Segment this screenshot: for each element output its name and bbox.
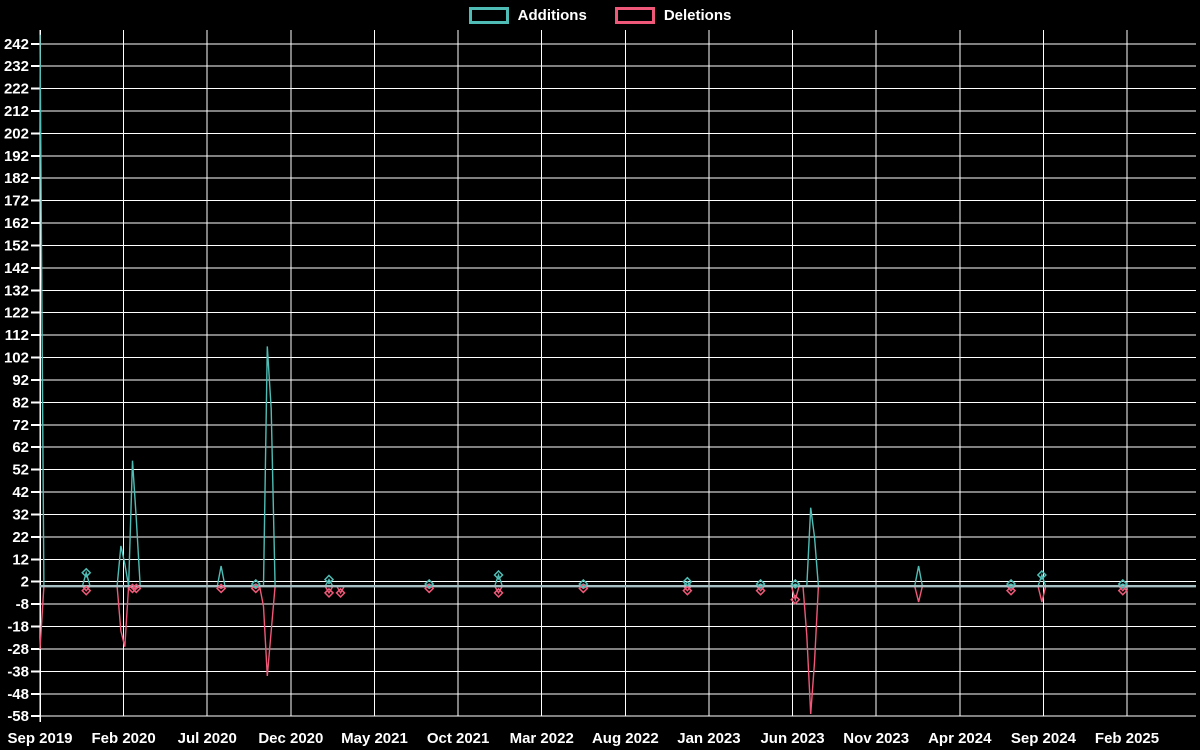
svg-text:102: 102 [4,350,29,367]
svg-text:Mar 2022: Mar 2022 [510,730,574,747]
legend-label-deletions: Deletions [663,7,732,24]
svg-text:Jul 2020: Jul 2020 [178,730,237,747]
svg-text:Nov 2023: Nov 2023 [843,730,909,747]
svg-text:242: 242 [4,36,29,53]
svg-text:Aug 2022: Aug 2022 [592,730,659,747]
svg-text:May 2021: May 2021 [341,730,408,747]
svg-text:Dec 2020: Dec 2020 [258,730,323,747]
svg-text:202: 202 [4,125,29,142]
svg-text:12: 12 [12,551,29,568]
svg-text:152: 152 [4,237,29,254]
svg-text:Oct 2021: Oct 2021 [427,730,490,747]
legend-item-additions[interactable]: Additions [468,7,587,24]
svg-text:-48: -48 [7,686,29,703]
svg-text:212: 212 [4,103,29,120]
svg-text:182: 182 [4,170,29,187]
svg-text:-38: -38 [7,663,29,680]
legend-label-additions: Additions [517,7,587,24]
svg-text:-28: -28 [7,641,29,658]
svg-text:42: 42 [12,484,29,501]
svg-text:2: 2 [21,574,29,591]
svg-text:22: 22 [12,529,29,546]
svg-text:192: 192 [4,148,29,165]
svg-text:Apr 2024: Apr 2024 [928,730,992,747]
svg-text:-18: -18 [7,619,29,636]
svg-text:Feb 2025: Feb 2025 [1095,730,1159,747]
svg-text:Sep 2019: Sep 2019 [7,730,72,747]
svg-text:82: 82 [12,394,29,411]
svg-text:222: 222 [4,81,29,98]
svg-text:112: 112 [5,327,29,344]
svg-text:-58: -58 [7,708,29,725]
svg-text:172: 172 [4,193,29,210]
svg-text:52: 52 [12,462,29,479]
legend-swatch-additions [468,7,509,24]
svg-text:162: 162 [4,215,29,232]
svg-text:92: 92 [12,372,29,389]
svg-text:Jun 2023: Jun 2023 [760,730,824,747]
legend-swatch-deletions [614,7,655,24]
svg-text:232: 232 [4,58,29,75]
svg-text:Feb 2020: Feb 2020 [92,730,156,747]
svg-text:72: 72 [12,417,29,434]
svg-text:Jan 2023: Jan 2023 [677,730,740,747]
svg-text:62: 62 [12,439,29,456]
svg-text:122: 122 [4,305,29,322]
svg-text:Sep 2024: Sep 2024 [1011,730,1077,747]
chart-legend: Additions Deletions [0,7,1200,24]
svg-text:32: 32 [12,506,29,523]
svg-text:-8: -8 [16,596,29,613]
legend-item-deletions[interactable]: Deletions [614,7,732,24]
svg-text:142: 142 [4,260,29,277]
svg-text:132: 132 [4,282,29,299]
